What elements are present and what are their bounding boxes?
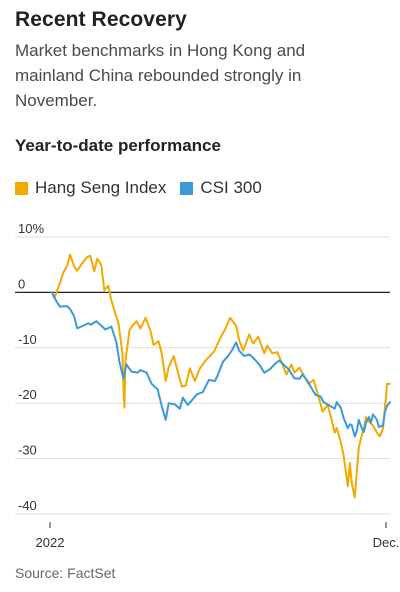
legend-label-csi-300: CSI 300 (200, 178, 262, 197)
section-title: Year-to-date performance (15, 136, 221, 155)
chart-legend: Hang Seng Index CSI 300 (15, 178, 276, 198)
line-chart: 10% 0 -10 -20 -30 -40 2022 Dec. (15, 221, 399, 550)
series-layer (51, 253, 391, 499)
chart-subtitle: Market benchmarks in Hong Kong and mainl… (15, 41, 306, 110)
y-tick-label: -40 (18, 498, 37, 513)
legend-label-hang-seng: Hang Seng Index (35, 178, 167, 197)
grid-layer (15, 236, 390, 515)
legend-swatch-hang-seng (15, 181, 28, 195)
y-tick-label: 10% (18, 221, 44, 236)
series-line-csi-300 (51, 291, 391, 438)
series-line-hang-seng (51, 253, 391, 499)
y-tick-label: -20 (18, 387, 37, 402)
x-tick-label: Dec. (373, 535, 400, 550)
x-tick-label: 2022 (36, 535, 65, 550)
y-tick-label: 0 (18, 276, 25, 291)
chart-title: Recent Recovery (15, 8, 187, 31)
axis-layer: 10% 0 -10 -20 -30 -40 2022 Dec. (18, 221, 399, 550)
y-tick-label: -10 (18, 332, 37, 347)
y-tick-label: -30 (18, 443, 37, 458)
legend-item-csi-300: CSI 300 (180, 178, 262, 198)
source-note: Source: FactSet (15, 565, 116, 581)
legend-swatch-csi-300 (180, 181, 194, 195)
legend-item-hang-seng: Hang Seng Index (15, 178, 166, 198)
